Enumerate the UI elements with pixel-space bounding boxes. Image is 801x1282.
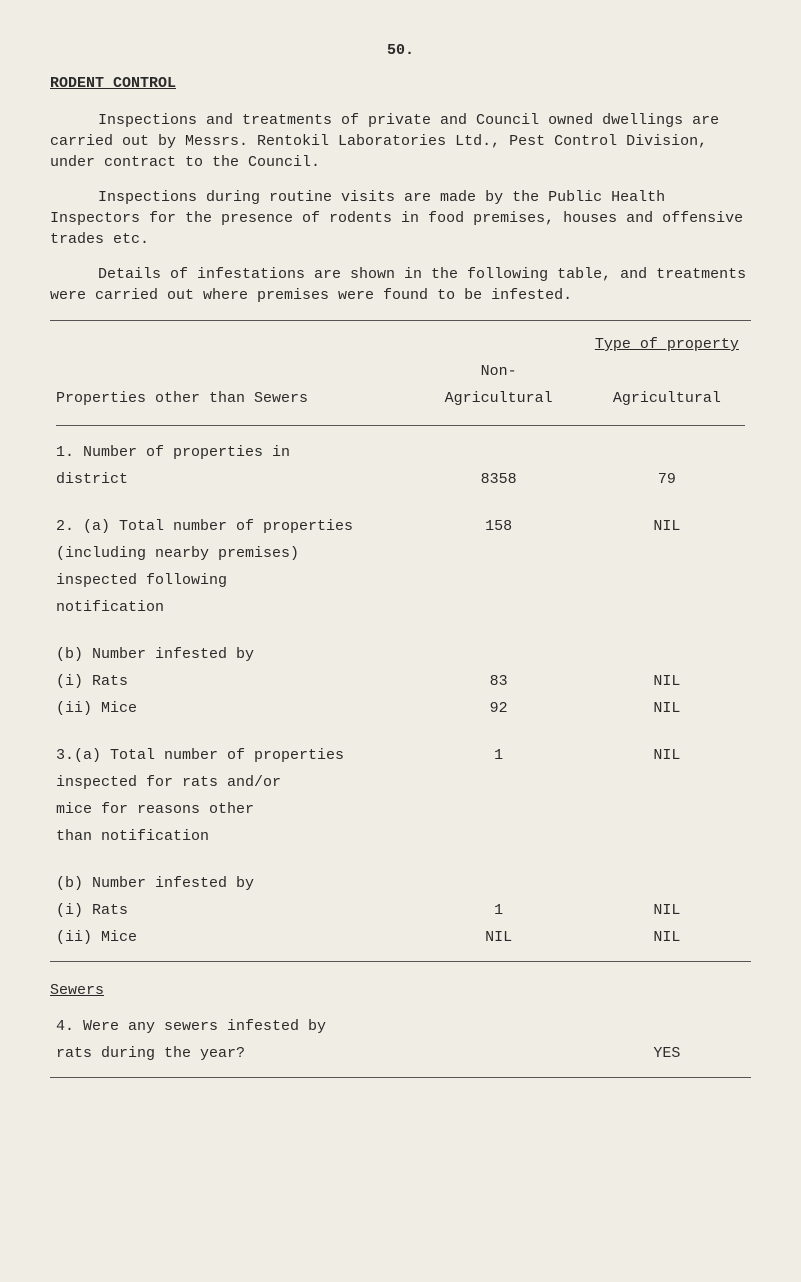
table-row: (i) Rats 83 NIL [50, 668, 751, 695]
row2-label-a: 2. (a) Total number of properties [50, 513, 415, 540]
row2-non-ag: 158 [415, 513, 583, 540]
table-row: rats during the year? YES [50, 1040, 751, 1067]
row1-label-b: district [50, 466, 415, 493]
page-number: 50. [50, 40, 751, 61]
sewers-table: 4. Were any sewers infested by rats duri… [50, 1013, 751, 1067]
table-row: 3.(a) Total number of properties 1 NIL [50, 742, 751, 769]
row2b-ii-non-ag: 92 [415, 695, 583, 722]
divider [56, 425, 745, 426]
row-header-label: Properties other than Sewers [50, 385, 415, 412]
row3b-ii-ag: NIL [583, 924, 751, 951]
row1-label-a: 1. Number of properties in [50, 439, 415, 466]
row2-label-c: inspected following [50, 567, 415, 594]
row2b-label: (b) Number infested by [50, 641, 415, 668]
paragraph-3: Details of infestations are shown in the… [50, 264, 751, 306]
table-row: (b) Number infested by [50, 870, 751, 897]
paragraph-1: Inspections and treatments of private an… [50, 110, 751, 173]
table-row: (b) Number infested by [50, 641, 751, 668]
table-row: (ii) Mice 92 NIL [50, 695, 751, 722]
sewers-heading: Sewers [50, 980, 751, 1001]
row2-ag: NIL [583, 513, 751, 540]
divider [50, 961, 751, 962]
divider [50, 1077, 751, 1078]
table-row: (including nearby premises) [50, 540, 751, 567]
table-row: (i) Rats 1 NIL [50, 897, 751, 924]
row3b-label: (b) Number infested by [50, 870, 415, 897]
divider [50, 320, 751, 321]
row1-ag: 79 [583, 466, 751, 493]
row3-label-b: inspected for rats and/or [50, 769, 415, 796]
row3-ag: NIL [583, 742, 751, 769]
col-ag: Agricultural [583, 385, 751, 412]
row2-label-b: (including nearby premises) [50, 540, 415, 567]
section-title: RODENT CONTROL [50, 73, 751, 94]
table-row: district 8358 79 [50, 466, 751, 493]
row3b-ii-label: (ii) Mice [50, 924, 415, 951]
q4-label-b: rats during the year? [50, 1040, 415, 1067]
table-row: than notification [50, 823, 751, 850]
row3b-i-non-ag: 1 [415, 897, 583, 924]
table-row: inspected following [50, 567, 751, 594]
paragraph-2: Inspections during routine visits are ma… [50, 187, 751, 250]
row3-label-a: 3.(a) Total number of properties [50, 742, 415, 769]
table-row: 2. (a) Total number of properties 158 NI… [50, 513, 751, 540]
q4-answer: YES [583, 1040, 751, 1067]
row1-non-ag: 8358 [415, 466, 583, 493]
row3b-i-ag: NIL [583, 897, 751, 924]
row3-label-d: than notification [50, 823, 415, 850]
table-row: (ii) Mice NIL NIL [50, 924, 751, 951]
table-row: 4. Were any sewers infested by [50, 1013, 751, 1040]
table-row: mice for reasons other [50, 796, 751, 823]
table-row: notification [50, 594, 751, 621]
row3-non-ag: 1 [415, 742, 583, 769]
col-non-ag: Agricultural [415, 385, 583, 412]
row2b-i-ag: NIL [583, 668, 751, 695]
col-non-ag-top: Non- [415, 358, 583, 385]
row2b-ii-ag: NIL [583, 695, 751, 722]
row2b-ii-label: (ii) Mice [50, 695, 415, 722]
row2b-i-label: (i) Rats [50, 668, 415, 695]
table-row: inspected for rats and/or [50, 769, 751, 796]
infestation-table: Type of property Non- Properties other t… [50, 331, 751, 951]
row2b-i-non-ag: 83 [415, 668, 583, 695]
row3b-i-label: (i) Rats [50, 897, 415, 924]
table-row: 1. Number of properties in [50, 439, 751, 466]
row3-label-c: mice for reasons other [50, 796, 415, 823]
q4-label-a: 4. Were any sewers infested by [50, 1013, 415, 1040]
type-header: Type of property [595, 336, 739, 353]
row3b-ii-non-ag: NIL [415, 924, 583, 951]
row2-label-d: notification [50, 594, 415, 621]
